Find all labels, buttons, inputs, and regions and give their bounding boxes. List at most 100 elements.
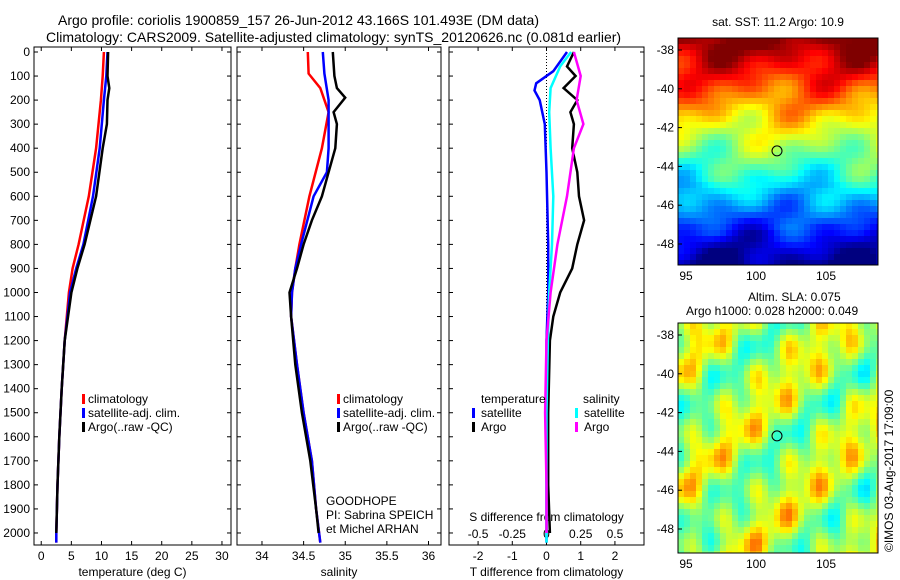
map-cell xyxy=(756,62,762,68)
map-cell xyxy=(690,176,696,182)
map-cell xyxy=(762,359,768,365)
map-cell xyxy=(696,533,702,539)
map-cell xyxy=(840,455,846,461)
map-cell xyxy=(828,218,834,224)
map-cell xyxy=(786,230,792,236)
map-cell xyxy=(864,260,870,265)
map-cell xyxy=(858,212,864,218)
map-cell xyxy=(774,479,780,485)
map-cell xyxy=(690,110,696,116)
map-cell xyxy=(720,50,726,56)
map-cell xyxy=(684,455,690,461)
map-cell xyxy=(804,62,810,68)
map-cell xyxy=(726,503,732,509)
map-cell xyxy=(732,86,738,92)
map-cell xyxy=(810,365,816,371)
map-cell xyxy=(702,236,708,242)
map-cell xyxy=(846,230,852,236)
map-cell xyxy=(828,431,834,437)
lat-tick-label: -40 xyxy=(657,367,675,381)
map-cell xyxy=(714,461,720,467)
map-cell xyxy=(864,509,870,515)
x-tick-label: 34 xyxy=(255,549,269,563)
map-cell xyxy=(816,134,822,140)
map-cell xyxy=(834,515,840,521)
map-cell xyxy=(834,521,840,527)
map-cell xyxy=(726,212,732,218)
map-cell xyxy=(876,254,878,260)
map-cell xyxy=(708,188,714,194)
map-cell xyxy=(798,188,804,194)
map-cell xyxy=(678,230,684,236)
map-cell xyxy=(804,521,810,527)
map-cell xyxy=(690,134,696,140)
map-cell xyxy=(780,74,786,80)
map-cell xyxy=(762,44,768,50)
map-cell xyxy=(774,533,780,539)
map-cell xyxy=(714,431,720,437)
map-cell xyxy=(840,335,846,341)
map-cell xyxy=(786,509,792,515)
map-cell xyxy=(702,254,708,260)
map-cell xyxy=(816,218,822,224)
map-cell xyxy=(744,152,750,158)
map-cell xyxy=(690,323,696,329)
map-cell xyxy=(834,341,840,347)
map-cell xyxy=(846,545,852,551)
map-cell xyxy=(864,230,870,236)
map-cell xyxy=(870,56,876,62)
map-cell xyxy=(864,38,870,44)
map-cell xyxy=(834,401,840,407)
map-cell xyxy=(876,323,878,329)
map-cell xyxy=(864,236,870,242)
map-cell xyxy=(744,194,750,200)
map-cell xyxy=(702,443,708,449)
map-cell xyxy=(816,104,822,110)
map-cell xyxy=(828,158,834,164)
map-cell xyxy=(858,413,864,419)
map-cell xyxy=(822,182,828,188)
map-cell xyxy=(750,407,756,413)
map-cell xyxy=(792,473,798,479)
map-cell xyxy=(798,521,804,527)
map-cell xyxy=(744,86,750,92)
map-cell xyxy=(840,425,846,431)
map-cell xyxy=(768,389,774,395)
map-cell xyxy=(696,62,702,68)
map-cell xyxy=(858,401,864,407)
map-cell xyxy=(738,176,744,182)
map-cell xyxy=(690,224,696,230)
map-cell xyxy=(852,491,858,497)
map-cell xyxy=(792,110,798,116)
map-cell xyxy=(690,503,696,509)
map-cell xyxy=(786,551,792,553)
map-cell xyxy=(732,152,738,158)
map-cell xyxy=(762,218,768,224)
map-cell xyxy=(774,509,780,515)
map-cell xyxy=(684,116,690,122)
map-cell xyxy=(822,335,828,341)
map-cell xyxy=(828,224,834,230)
map-cell xyxy=(780,347,786,353)
map-cell xyxy=(732,254,738,260)
map-cell xyxy=(684,365,690,371)
map-cell xyxy=(822,248,828,254)
lat-tick-label: -44 xyxy=(657,444,675,458)
map-cell xyxy=(762,128,768,134)
map-cell xyxy=(786,323,792,329)
map-cell xyxy=(756,200,762,206)
map-cell xyxy=(792,206,798,212)
map-cell xyxy=(714,122,720,128)
map-cell xyxy=(702,74,708,80)
map-cell xyxy=(702,365,708,371)
map-cell xyxy=(816,116,822,122)
map-cell xyxy=(786,443,792,449)
map-cell xyxy=(684,389,690,395)
map-cell xyxy=(744,218,750,224)
map-cell xyxy=(858,491,864,497)
map-cell xyxy=(816,242,822,248)
map-cell xyxy=(876,389,878,395)
map-cell xyxy=(696,329,702,335)
map-cell xyxy=(816,194,822,200)
map-cell xyxy=(726,455,732,461)
